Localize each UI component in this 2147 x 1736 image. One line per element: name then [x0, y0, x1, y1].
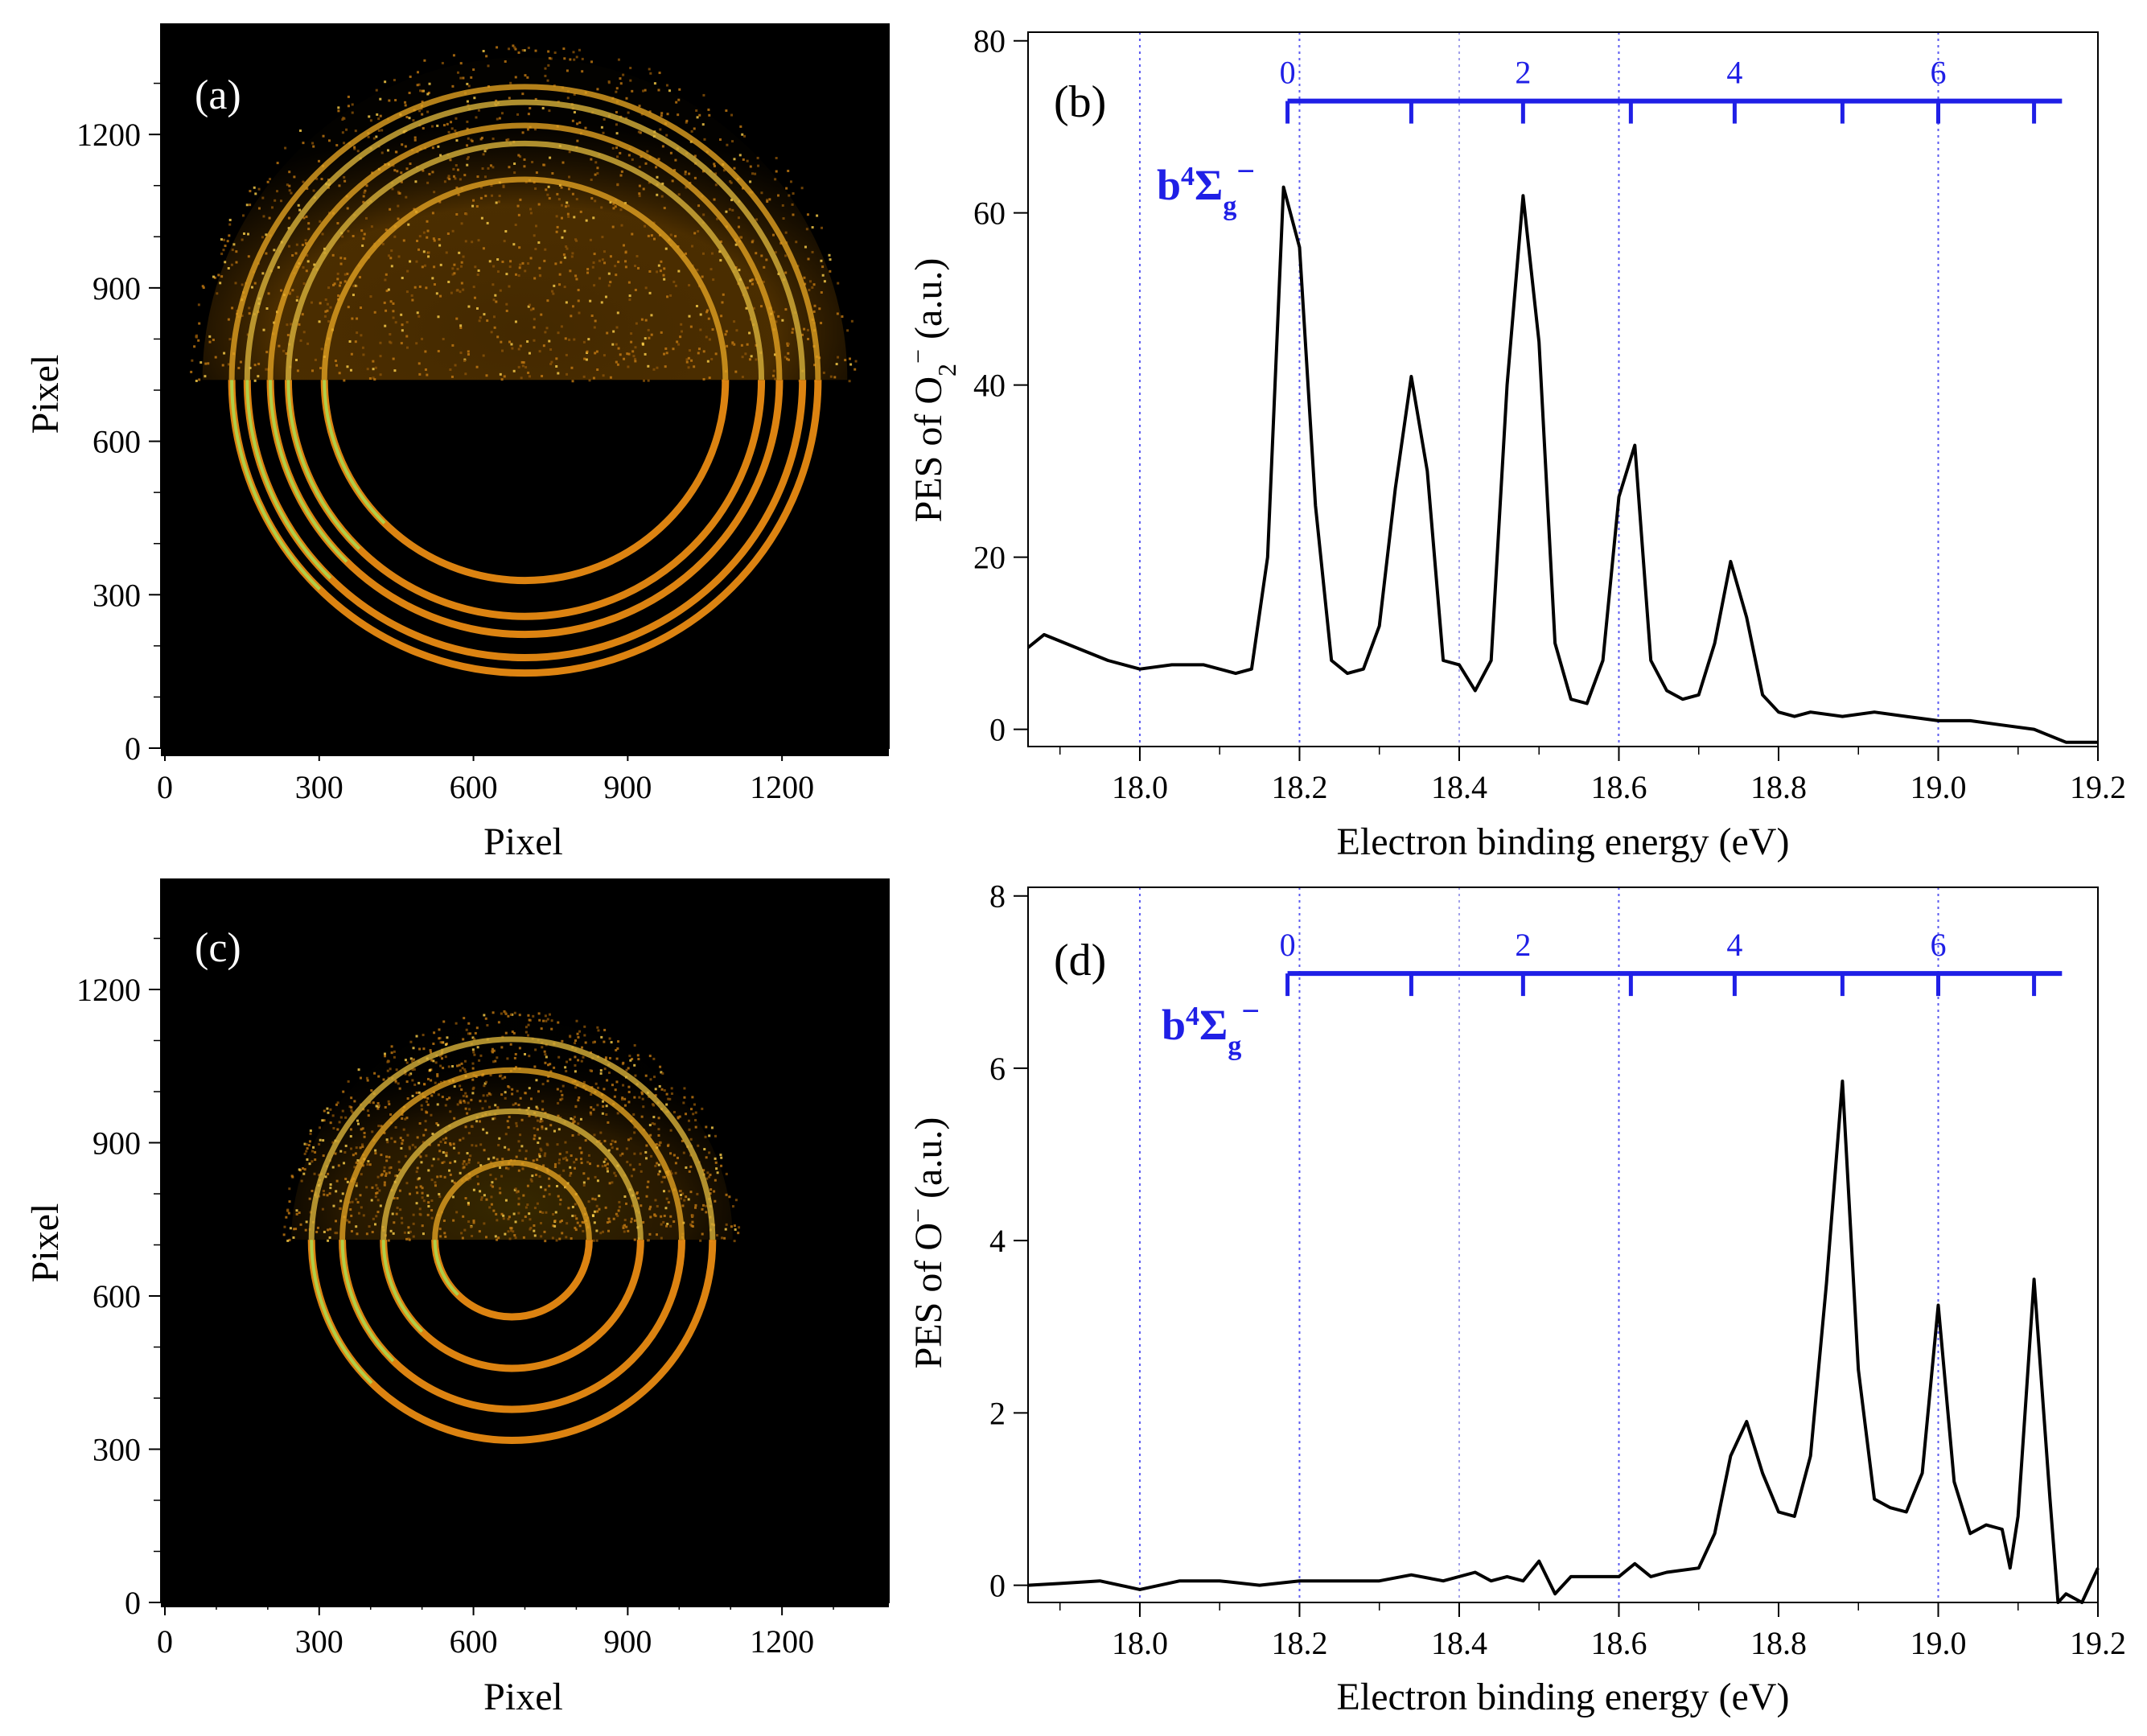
x-tick-label: 900 — [603, 769, 652, 805]
panel-d-plot-area: 18.0 18.2 18.4 18.6 18.8 19.0 19.2 0 2 4 6 8 0 2 4 6 Ele… — [903, 878, 2126, 1718]
vibrational-level-label: 6 — [1930, 927, 1946, 963]
panel-b-state-label: b4Σg− — [1157, 153, 1255, 221]
y-tick-label: 0 — [989, 1568, 1006, 1604]
spectrum-line — [1026, 185, 2098, 744]
simulated-ring-edge — [286, 380, 361, 550]
y-axis-label: PES of O− (a.u.) — [903, 1117, 950, 1369]
panel-a-rings — [190, 44, 858, 673]
experimental-ring — [321, 176, 729, 381]
simulated-ring-edge — [230, 380, 321, 590]
panel-c-label: (c) — [195, 925, 241, 971]
spectrum-line — [1027, 1080, 2100, 1604]
x-axis-label: Electron binding energy (eV) — [1337, 1676, 1790, 1718]
simulated-ring-edge — [323, 380, 386, 525]
y-tick-label: 600 — [93, 1278, 141, 1314]
simulated-ring-edge — [310, 1240, 373, 1384]
y-tick-label: 300 — [93, 577, 141, 613]
x-axis-label: Pixel — [483, 821, 563, 863]
panel-d-chart: 18.0 18.2 18.4 18.6 18.8 19.0 19.2 0 2 4 6 8 0 2 4 6 Ele… — [903, 878, 2126, 1718]
panel-b-label: (b) — [1054, 77, 1106, 127]
y-tick-label: 1200 — [76, 972, 141, 1008]
x-tick-label: 18.8 — [1750, 769, 1807, 805]
panel-c-image: (c) 0 300 600 900 1200 0 300 600 900 1200 Pixel Pix… — [24, 878, 890, 1718]
panel-c-axes: 0 300 600 900 1200 0 300 600 900 1200 Pixel Pixel — [24, 878, 890, 1718]
x-tick-label: 300 — [295, 769, 343, 805]
x-tick-label: 18.6 — [1590, 769, 1647, 805]
x-tick-label: 19.2 — [2070, 769, 2126, 805]
axes-frame — [1027, 31, 2099, 747]
x-tick-label: 18.2 — [1271, 769, 1327, 805]
x-tick-label: 1200 — [750, 1623, 814, 1660]
vibrational-level-label: 4 — [1726, 55, 1742, 91]
x-axis-label: Electron binding energy (eV) — [1337, 821, 1790, 863]
y-tick-label: 4 — [989, 1223, 1006, 1259]
x-tick-label: 600 — [450, 769, 498, 805]
experimental-ring — [339, 1067, 685, 1240]
panel-c-rings — [282, 1010, 741, 1444]
y-axis-label: PES of O2− (a.u.) — [903, 258, 961, 523]
x-tick-label: 0 — [157, 1623, 173, 1660]
y-tick-label: 8 — [989, 878, 1006, 915]
panel-c-background — [161, 879, 889, 1607]
y-tick-label: 900 — [93, 1125, 141, 1162]
x-tick-label: 600 — [450, 1623, 498, 1660]
y-tick-label: 80 — [973, 23, 1006, 60]
panel-a-axes: 0 300 600 900 1200 0 300 600 900 1200 Pixel Pixel — [24, 23, 890, 863]
y-tick-label: 300 — [93, 1432, 141, 1468]
panel-b-chart: 18.0 18.2 18.4 18.6 18.8 19.0 19.2 0 20 40 60 80 0 2 4… — [903, 23, 2126, 863]
y-tick-label: 40 — [973, 368, 1006, 404]
axes-frame — [1027, 887, 2099, 1603]
y-tick-label: 0 — [125, 730, 141, 767]
vibrational-level-label: 2 — [1515, 55, 1531, 91]
y-tick-label: 0 — [125, 1585, 141, 1621]
panel-a-label: (a) — [195, 72, 241, 118]
y-tick-label: 600 — [93, 424, 141, 460]
x-axis-label: Pixel — [483, 1676, 563, 1718]
y-axis-label: Pixel — [24, 355, 67, 434]
vibrational-level-label: 6 — [1930, 55, 1946, 91]
vibrational-level-label: 0 — [1280, 55, 1296, 91]
y-axis-label: Pixel — [24, 1203, 67, 1283]
experimental-ring — [244, 99, 806, 381]
simulated-ring-edge — [340, 1240, 395, 1363]
x-tick-label: 0 — [157, 769, 173, 805]
x-tick-label: 18.0 — [1112, 1625, 1168, 1661]
y-tick-label: 1200 — [76, 117, 141, 153]
vibrational-level-label: 0 — [1280, 927, 1296, 963]
x-tick-label: 300 — [295, 1623, 343, 1660]
x-tick-label: 19.2 — [2070, 1625, 2126, 1661]
experimental-ring — [432, 1159, 592, 1240]
y-tick-label: 900 — [93, 270, 141, 306]
y-tick-label: 60 — [973, 195, 1006, 232]
x-tick-label: 1200 — [750, 769, 814, 805]
experimental-ring — [308, 1036, 716, 1240]
vibrational-level-label: 2 — [1515, 927, 1531, 963]
x-tick-label: 18.6 — [1590, 1625, 1647, 1661]
x-tick-label: 18.8 — [1750, 1625, 1807, 1661]
panel-d-state-label: b4Σg− — [1162, 993, 1260, 1061]
x-tick-label: 18.0 — [1112, 769, 1168, 805]
vibrational-level-label: 4 — [1726, 927, 1742, 963]
x-tick-label: 18.4 — [1431, 769, 1487, 805]
x-tick-label: 18.2 — [1271, 1625, 1327, 1661]
x-tick-label: 900 — [603, 1623, 652, 1660]
panel-a-image: (a) 0 300 600 900 1200 0 300 600 900 1200 Pixel Pix… — [24, 23, 890, 863]
y-tick-label: 20 — [973, 540, 1006, 576]
experimental-ring — [285, 140, 765, 381]
panel-d-label: (d) — [1054, 936, 1106, 985]
simulated-ring-edge — [433, 1240, 459, 1297]
experimental-ring — [380, 1108, 644, 1240]
x-tick-label: 19.0 — [1910, 1625, 1966, 1661]
x-tick-label: 19.0 — [1910, 769, 1966, 805]
y-tick-label: 2 — [989, 1395, 1006, 1431]
experimental-ring — [267, 122, 783, 381]
simulated-ring-edge — [381, 1240, 424, 1333]
x-tick-label: 18.4 — [1431, 1625, 1487, 1661]
simulated-ring-edge — [245, 380, 332, 580]
panel-b-plot-area: 18.0 18.2 18.4 18.6 18.8 19.0 19.2 0 20 40 60 80 0 2 4… — [903, 23, 2126, 863]
simulated-ring-edge — [269, 380, 348, 563]
y-tick-label: 6 — [989, 1051, 1006, 1087]
y-tick-label: 0 — [989, 712, 1006, 748]
